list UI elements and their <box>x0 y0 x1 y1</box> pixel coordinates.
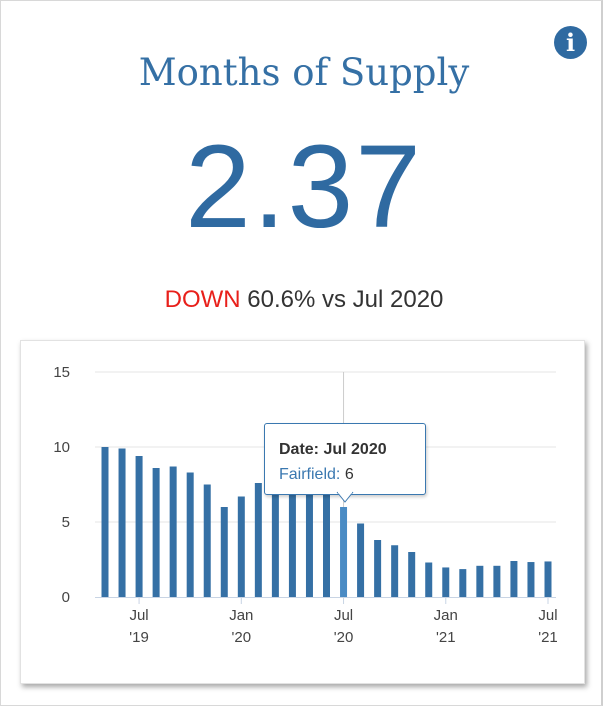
x-tick-label: Jul <box>334 607 353 624</box>
y-tick-label: 0 <box>62 589 70 606</box>
bar[interactable] <box>271 480 279 597</box>
card-title: Months of Supply <box>138 51 470 94</box>
x-tick-label: '20 <box>334 629 354 646</box>
bar[interactable] <box>459 569 467 597</box>
bar[interactable] <box>357 523 365 598</box>
bar[interactable] <box>544 561 552 597</box>
x-tick-label: '21 <box>436 629 456 646</box>
bar[interactable] <box>254 483 262 597</box>
y-tick-label: 10 <box>53 439 70 456</box>
bar[interactable] <box>527 562 535 597</box>
bar[interactable] <box>442 567 450 597</box>
change-summary: DOWN 60.6% vs Jul 2020 <box>1 286 607 314</box>
metric-value: 2.37 <box>185 121 423 253</box>
bar[interactable] <box>118 448 126 598</box>
bar[interactable] <box>220 507 228 597</box>
x-tick-label: Jul <box>538 607 557 624</box>
chart-panel <box>20 340 585 684</box>
bar[interactable] <box>476 565 484 597</box>
y-tick-label: 5 <box>62 514 70 531</box>
bar[interactable] <box>101 447 109 597</box>
info-icon[interactable]: i <box>554 26 587 59</box>
x-tick-label: Jan <box>229 607 253 624</box>
bar[interactable] <box>237 496 245 598</box>
y-tick-label: 15 <box>53 364 70 381</box>
bar[interactable] <box>135 456 143 597</box>
bar[interactable] <box>169 466 177 598</box>
bar[interactable] <box>374 540 382 597</box>
tooltip-value: 6 <box>344 466 354 483</box>
x-tick-label: '19 <box>129 629 149 646</box>
bar[interactable] <box>323 489 330 597</box>
bar[interactable] <box>152 468 160 597</box>
bar[interactable] <box>510 561 518 597</box>
change-direction: DOWN <box>164 286 241 313</box>
bar[interactable] <box>305 490 313 598</box>
bar[interactable] <box>493 565 501 597</box>
bar[interactable] <box>391 545 399 597</box>
tooltip-date: Date: Jul 2020 <box>279 441 387 458</box>
bar[interactable] <box>425 562 433 598</box>
bar[interactable] <box>288 487 296 598</box>
tooltip-series: Fairfield: 6 <box>279 466 354 484</box>
bar[interactable] <box>340 507 348 597</box>
bar[interactable] <box>203 484 211 598</box>
tooltip-series-name: Fairfield: <box>279 466 341 483</box>
chart-tooltip: Date: Jul 2020 Fairfield: 6 <box>264 423 426 495</box>
x-tick-label: Jan <box>434 607 458 624</box>
bar[interactable] <box>408 552 416 597</box>
change-text: 60.6% vs Jul 2020 <box>247 286 444 313</box>
bar[interactable] <box>186 472 194 598</box>
x-tick-label: '21 <box>538 629 558 646</box>
x-tick-label: '20 <box>232 629 252 646</box>
x-tick-label: Jul <box>129 607 148 624</box>
